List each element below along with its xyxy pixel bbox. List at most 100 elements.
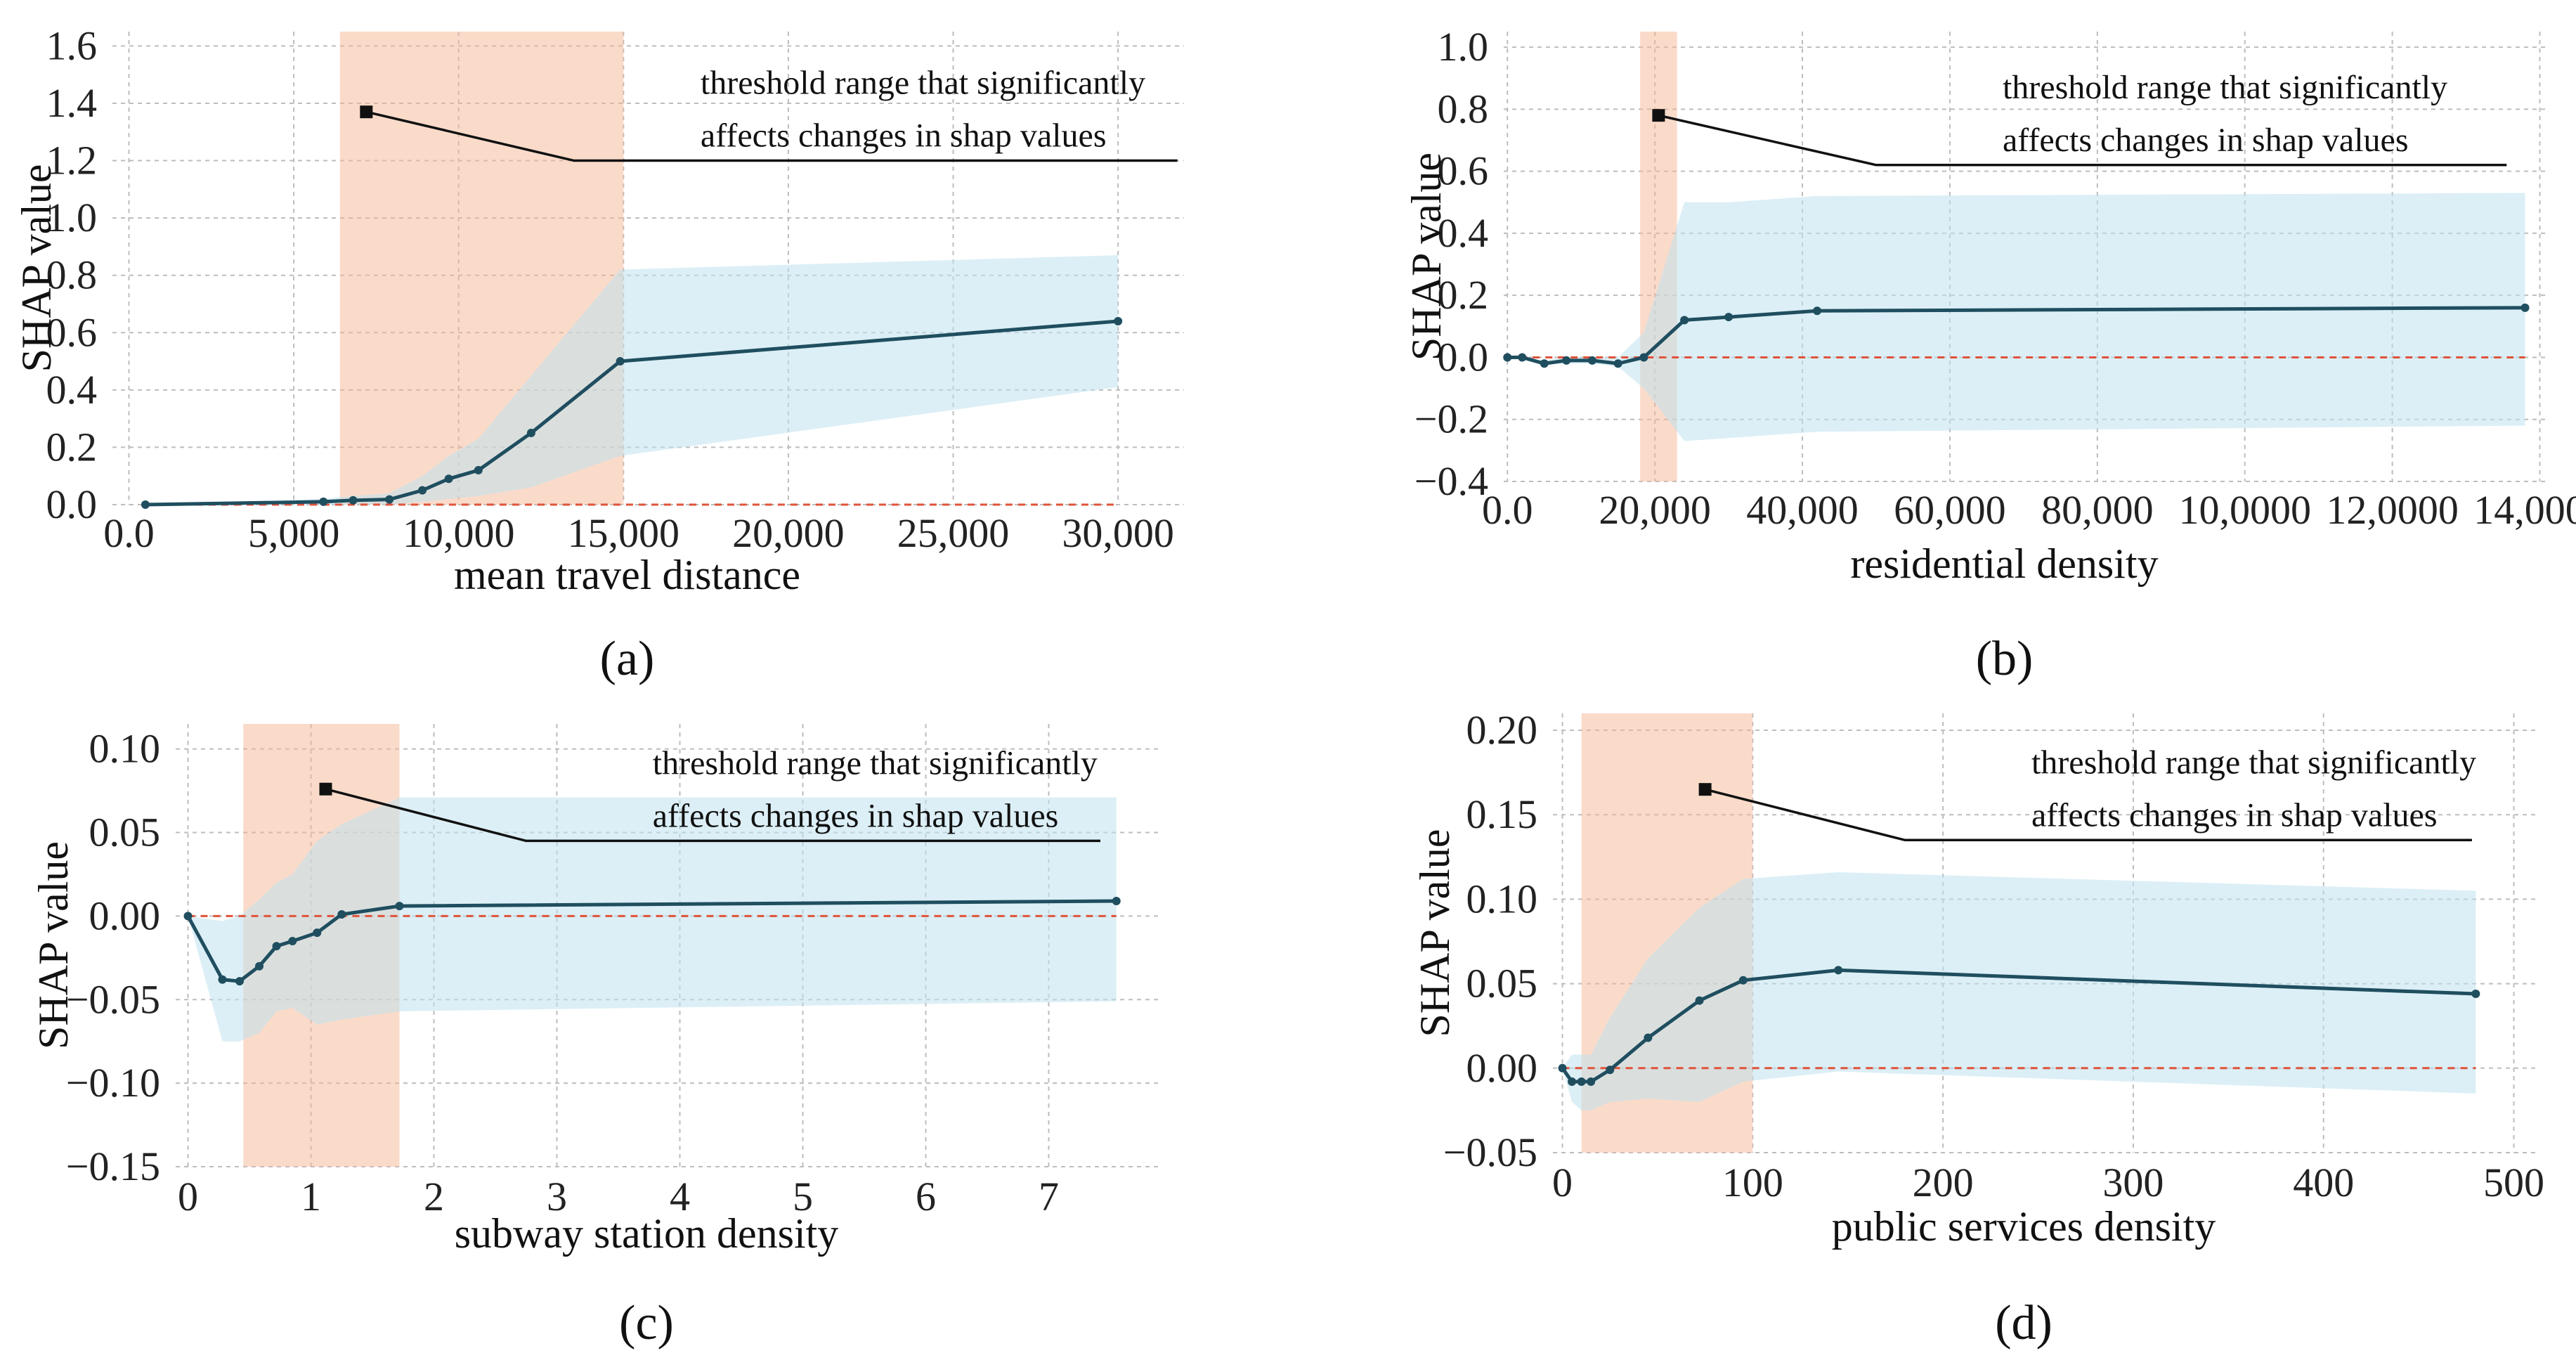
y-tick-label: 0.0 [1438,334,1489,380]
x-tick-label: 0.0 [103,510,155,556]
y-tick-label: 0.10 [89,726,161,772]
x-tick-label: 100 [1722,1160,1783,1205]
chart-panel-a: 0.0 5,000 10,000 15,000 20,000 25,000 30,000 0.… [13,22,1184,686]
data-point [1112,897,1121,905]
y-tick-label: −0.2 [1414,396,1488,442]
callout-leader [1705,788,2472,842]
data-point [272,942,281,951]
x-tick-label: 7 [1039,1174,1059,1219]
series-line [1561,968,2476,1084]
data-point [395,902,404,911]
callout-marker [360,105,373,119]
callout-leader [325,788,1100,843]
y-tick-label: 0.6 [1438,148,1489,194]
x-tick-label: 14,0000 [2473,487,2576,533]
x-tick-label: 20,000 [732,510,845,556]
data-point [474,466,483,475]
data-point [235,977,244,986]
y-tick-label: 1.6 [46,22,98,68]
panel-label: (a) [600,632,655,686]
x-tick-label: 60,000 [1894,487,2006,533]
y-tick-label: −0.4 [1414,458,1488,504]
annotation-text: affects changes in shap values [2031,796,2438,834]
panel-label: (b) [1976,632,2034,686]
data-point [349,495,358,505]
annotation-text: threshold range that significantly [2031,744,2476,781]
x-tick-label: 40,000 [1746,487,1859,533]
y-tick-label: 0.00 [89,893,161,938]
y-tick-label: 0.2 [46,424,98,469]
confidence-band [1562,872,2476,1110]
data-point [1834,966,1843,975]
data-point [313,928,322,938]
annotation-text: threshold range that significantly [2003,69,2447,106]
x-tick-label: 300 [2102,1160,2164,1205]
x-tick-label: 3 [547,1174,567,1219]
y-tick-label: 0.10 [1466,876,1538,921]
callout-leader [1658,114,2507,167]
x-tick-label: 10,000 [403,510,515,556]
y-tick-label: 0.00 [1466,1045,1538,1091]
callout-leader [365,110,1178,162]
y-tick-label: 1.0 [46,195,98,240]
x-tick-label: 30,000 [1062,510,1174,556]
data-point [1813,306,1822,316]
y-tick-label: 1.0 [1438,24,1489,70]
x-tick-label: 1 [301,1174,321,1219]
annotation-text: threshold range that significantly [701,65,1145,102]
y-tick-label: 0.15 [1466,791,1538,837]
callout-marker [1698,783,1712,796]
data-point [141,500,150,509]
data-point [385,495,394,504]
x-tick-label: 500 [2483,1160,2544,1205]
x-tick-label: 15,000 [568,510,680,556]
y-tick-label: 0.20 [1466,707,1538,753]
data-point [1587,1077,1596,1087]
y-tick-label: 0.05 [1466,961,1538,1006]
data-point [1568,1077,1577,1087]
confidence-band [188,797,1117,1042]
panel-label: (d) [1995,1296,2053,1350]
y-tick-label: 0.05 [89,810,161,855]
data-point [1577,1077,1586,1087]
y-axis-label: SHAP value [30,841,77,1049]
data-point [1558,1063,1567,1073]
x-tick-label: 400 [2293,1160,2354,1205]
data-point [1114,316,1123,325]
callout-marker [1652,109,1665,122]
x-tick-label: 2 [424,1174,444,1219]
data-point [337,910,346,919]
data-point [1724,313,1733,322]
x-axis-label: public services density [1832,1203,2216,1250]
data-point [1606,1065,1615,1075]
x-tick-label: 25,000 [897,510,1010,556]
annotation-text: threshold range that significantly [653,744,1098,782]
y-tick-label: 0.2 [1438,272,1489,318]
data-point [444,474,453,484]
y-tick-label: −0.05 [66,976,160,1022]
y-axis-label: SHAP value [1403,153,1450,361]
y-tick-label: 0.8 [1438,86,1489,131]
y-tick-label: 0.4 [46,367,98,413]
y-tick-label: 1.4 [46,80,98,126]
chart-panel-b: 0.0 20,000 40,000 60,000 80,000 10,0000 12,000… [1403,24,2576,686]
data-point [2471,990,2480,999]
y-tick-label: 0.6 [46,309,98,355]
x-tick-label: 5 [793,1174,813,1219]
data-point [418,486,427,495]
confidence-band [145,255,1119,505]
annotation-text: affects changes in shap values [2003,122,2409,159]
data-point [1695,996,1704,1005]
data-point [616,357,625,366]
x-tick-label: 12,0000 [2326,487,2459,533]
y-tick-label: 1.2 [46,138,98,183]
series-line [186,899,1117,983]
y-tick-label: 0.0 [46,481,98,527]
x-tick-label: 20,000 [1599,487,1711,533]
x-axis-label: subway station density [455,1210,839,1257]
data-point [288,937,297,946]
data-point [1503,353,1512,362]
x-tick-label: 4 [670,1174,690,1219]
x-tick-label: 0 [178,1174,198,1219]
y-axis-label: SHAP value [1412,829,1458,1037]
